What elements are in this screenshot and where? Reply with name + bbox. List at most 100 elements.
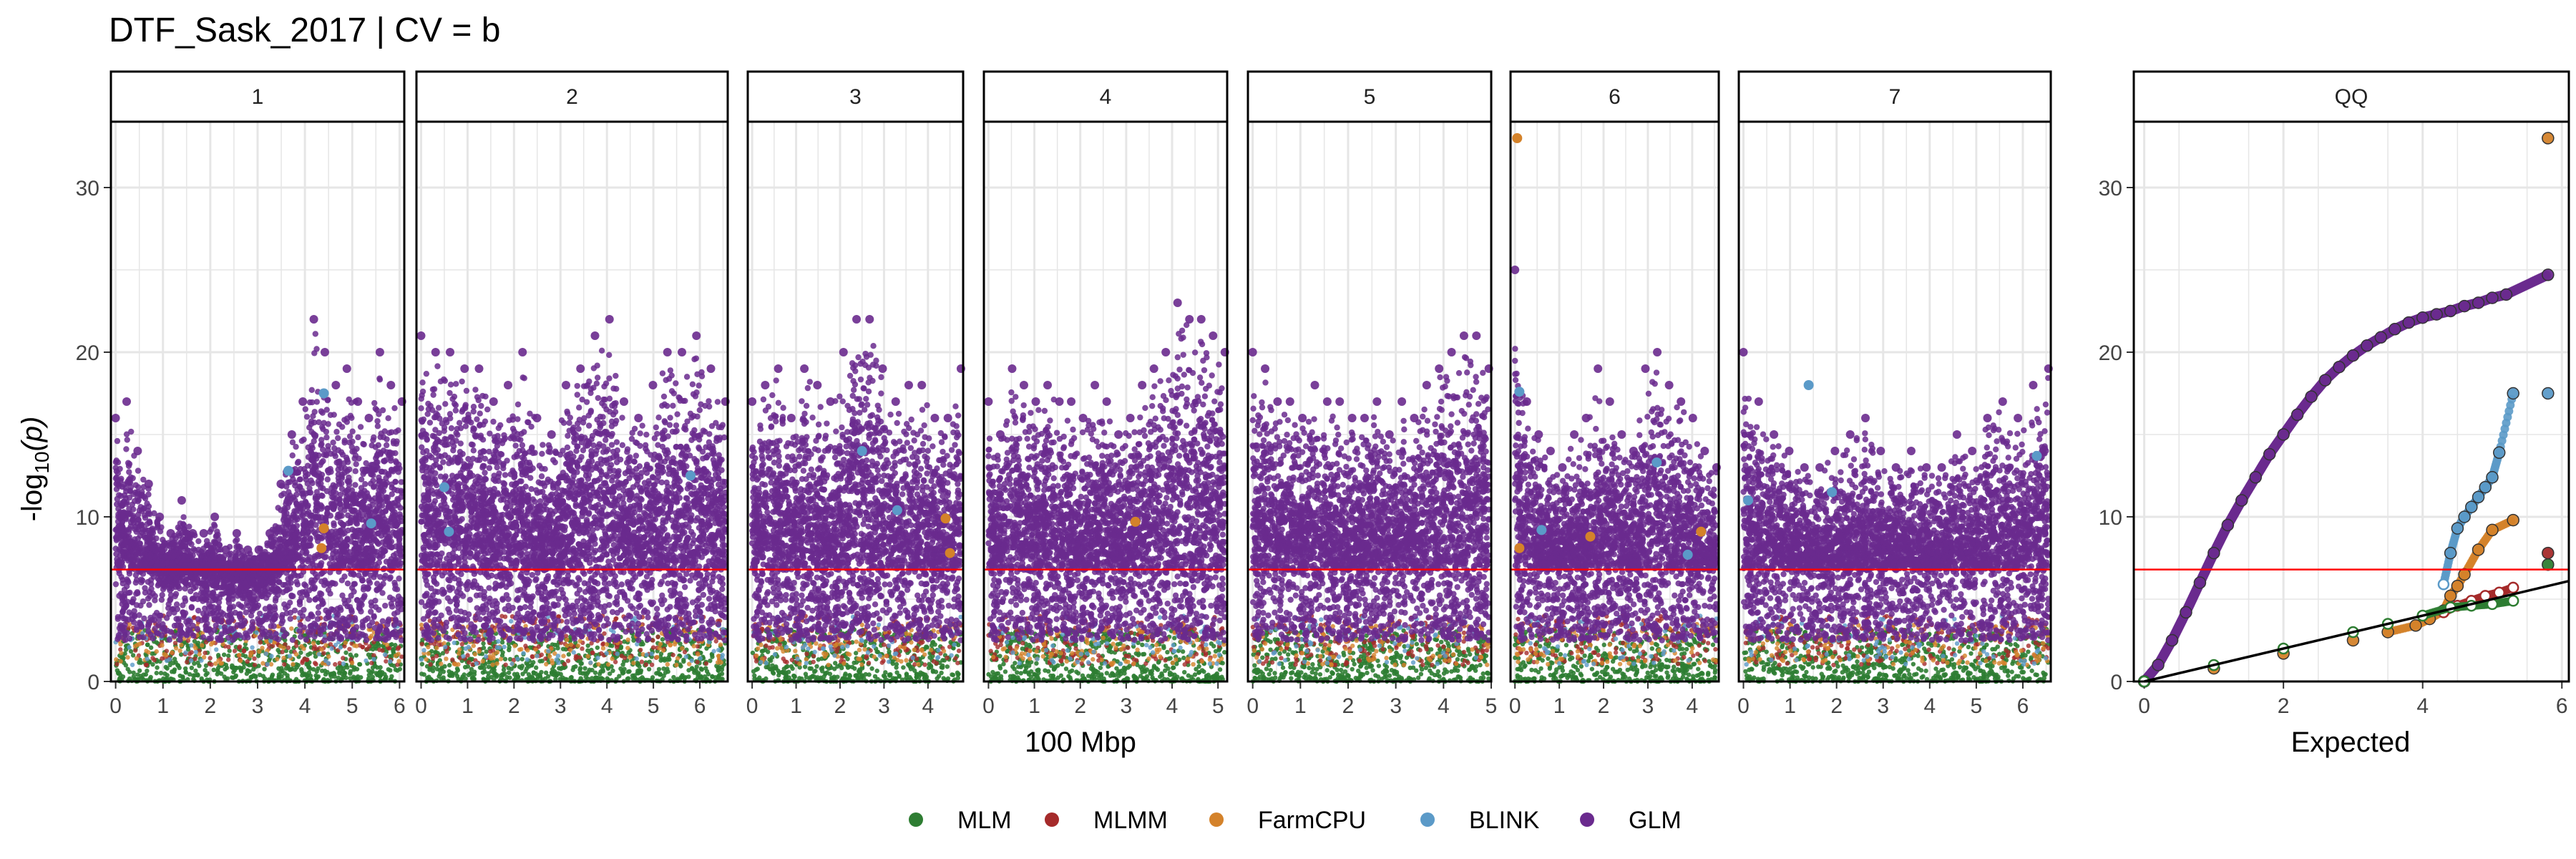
blink-point (338, 645, 343, 649)
glm-point (386, 543, 392, 549)
glm-point (115, 518, 121, 524)
mlm-point (117, 671, 121, 675)
mlm-point (159, 671, 163, 675)
glm-point (132, 526, 137, 532)
glm-point (210, 591, 215, 596)
glm-point (297, 504, 303, 510)
glm-point (383, 498, 389, 504)
glm-point (144, 535, 150, 540)
glm-point (127, 554, 132, 560)
glm-point (157, 528, 163, 534)
glm-point (242, 618, 248, 623)
glm-point (322, 555, 328, 560)
glm-point (392, 512, 398, 518)
glm-point (153, 535, 159, 541)
glm-point (180, 543, 185, 549)
glm-point (371, 613, 376, 618)
glm-point (140, 506, 146, 512)
glm-point (308, 490, 313, 495)
glm-point (115, 470, 121, 476)
glm-point (164, 577, 170, 583)
glm-point (173, 553, 179, 558)
mlm-point (280, 669, 284, 673)
farmcpu-point (200, 643, 204, 647)
glm-point (258, 583, 264, 588)
mlmm-point (304, 658, 308, 662)
glm-point (273, 523, 278, 529)
glm-point (290, 637, 296, 643)
glm-point (383, 508, 389, 513)
glm-point (325, 581, 331, 586)
glm-point (204, 626, 210, 632)
glm-point (305, 503, 311, 508)
mlmm-point (173, 641, 177, 645)
glm-point (162, 554, 168, 560)
glm-point (268, 543, 274, 548)
glm-point (351, 552, 357, 558)
mlmm-point (226, 657, 230, 661)
mlm-point (329, 672, 333, 676)
farmcpu-point (323, 643, 328, 647)
glm-point (137, 620, 142, 626)
mlmm-point (150, 656, 155, 660)
glm-point (342, 437, 348, 443)
farmcpu-point (257, 649, 261, 654)
glm-point (134, 627, 140, 633)
mlmm-point (192, 656, 197, 661)
mlm-point (215, 672, 219, 676)
mlm-point (137, 669, 142, 673)
blink-point (364, 659, 368, 663)
mlm-point (371, 666, 375, 670)
mlm-point (256, 664, 260, 668)
mlm-point (275, 648, 280, 652)
glm-point (308, 419, 314, 424)
y-tick-label: 0 (87, 671, 99, 694)
mlm-point (135, 672, 140, 676)
mlm-point (197, 664, 201, 668)
panel-2: 20 1 2 3 4 5 6 (415, 72, 730, 718)
glm-point (397, 505, 403, 510)
glm-point (313, 331, 318, 336)
glm-point (241, 593, 247, 598)
glm-peak-point (133, 447, 142, 455)
mlm-point (145, 643, 150, 647)
glm-point (198, 553, 204, 559)
glm-point (316, 515, 321, 520)
glm-point (336, 422, 342, 427)
glm-point (331, 412, 337, 417)
glm-point (145, 510, 151, 516)
glm-point (292, 482, 298, 488)
glm-point (126, 609, 132, 615)
glm-point (353, 446, 359, 452)
blink-point (254, 630, 258, 634)
glm-point (362, 551, 368, 557)
blink-point (189, 659, 193, 663)
x-tick-label: 6 (694, 694, 706, 718)
glm-point (169, 560, 175, 566)
glm-point (335, 512, 341, 518)
glm-point (306, 629, 311, 634)
mlmm-point (185, 660, 189, 664)
y-tick-label: 30 (76, 177, 99, 200)
glm-point (256, 571, 262, 576)
glm-point (343, 503, 349, 509)
farmcpu-point (301, 646, 306, 651)
glm-point (393, 634, 399, 640)
glm-point (379, 487, 384, 493)
glm-point (238, 603, 244, 608)
glm-point (352, 617, 358, 623)
glm-peak-point (112, 414, 120, 422)
glm-point (235, 593, 240, 598)
glm-point (381, 566, 387, 571)
glm-point (319, 493, 325, 499)
glm-point (203, 597, 209, 603)
glm-point (327, 466, 333, 472)
glm-point (194, 560, 200, 566)
glm-point (343, 629, 348, 634)
glm-peak-point (210, 513, 219, 521)
glm-point (211, 614, 217, 620)
glm-point (122, 542, 127, 548)
glm-point (132, 498, 137, 504)
glm-point (368, 563, 374, 569)
glm-point (195, 626, 200, 631)
